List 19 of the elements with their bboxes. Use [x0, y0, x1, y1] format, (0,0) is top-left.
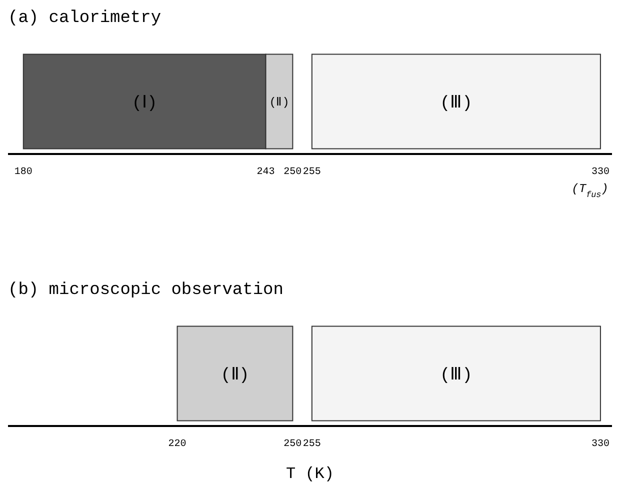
x-tick-label: 243	[256, 167, 275, 178]
series-label: (Ⅲ)	[440, 94, 472, 114]
x-tick-label: 255	[302, 167, 321, 178]
series-label: (Ⅲ)	[440, 366, 472, 386]
x-tick-label: 255	[302, 439, 321, 450]
x-tick-label: 330	[591, 439, 610, 450]
chart-title: (a) calorimetry	[8, 9, 162, 28]
x-tick-label: 330	[591, 167, 610, 178]
series-label: (Ⅱ)	[220, 366, 250, 386]
series-label: (Ⅰ)	[132, 94, 158, 114]
x-tick-label: 220	[168, 439, 186, 450]
x-tick-label: 250	[284, 167, 302, 178]
x-tick-label: 250	[284, 439, 302, 450]
annotation: (T$_{fus}$)	[572, 182, 608, 200]
bar	[311, 54, 601, 150]
x-axis-title: T (K)	[286, 465, 334, 483]
x-tick-label: 180	[14, 167, 32, 178]
series-label: (Ⅱ)	[269, 96, 290, 110]
text: (b) microscopic observation	[8, 281, 284, 300]
